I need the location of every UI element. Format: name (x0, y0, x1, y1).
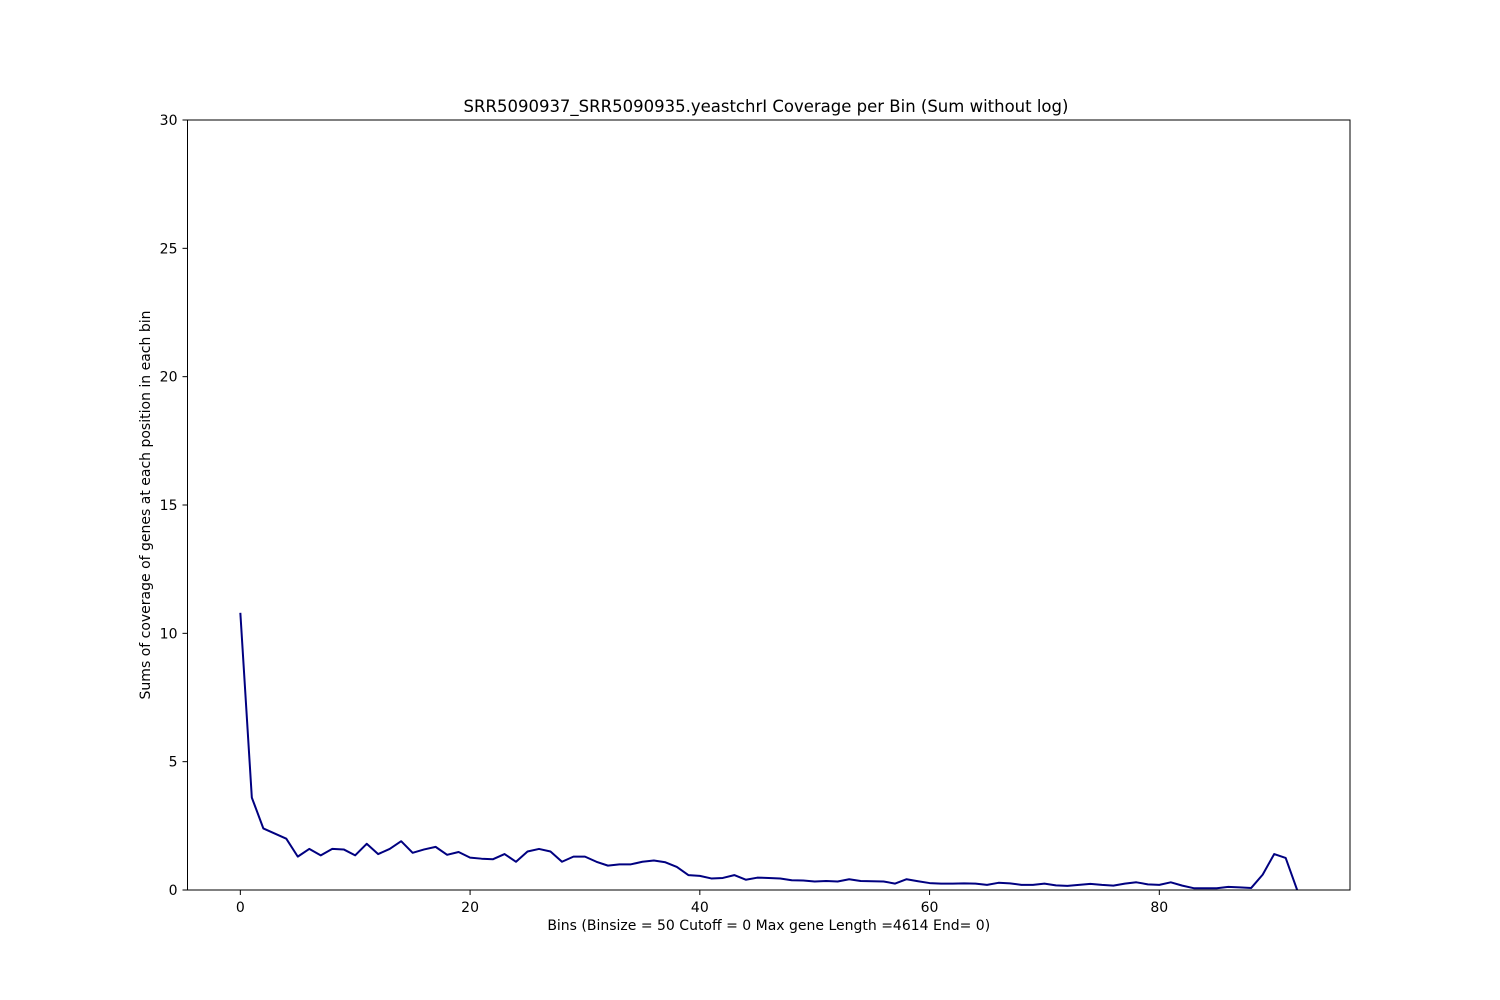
x-tick-label: 20 (461, 900, 479, 916)
y-tick-label: 20 (160, 370, 178, 386)
y-tick-label: 15 (160, 498, 178, 514)
y-tick-label: 5 (169, 755, 178, 771)
plot-frame (187, 119, 1351, 891)
x-tick-label: 60 (921, 900, 939, 916)
chart-title: SRR5090937_SRR5090935.yeastchrI Coverage… (464, 97, 1069, 117)
x-tick-label: 80 (1150, 900, 1168, 916)
plot-background (187, 120, 1350, 890)
y-axis-ticks: 0 5 10 15 20 25 30 (160, 113, 188, 899)
x-axis-ticks: 0 20 40 60 80 (236, 890, 1168, 916)
y-tick-label: 10 (160, 626, 178, 642)
x-tick-label: 40 (691, 900, 709, 916)
series-group (239, 612, 1299, 891)
x-axis-label: Bins (Binsize = 50 Cutoff = 0 Max gene L… (547, 918, 990, 934)
coverage-series-line (239, 612, 1299, 891)
y-tick-label: 30 (160, 113, 178, 129)
y-tick-label: 25 (160, 241, 178, 257)
y-axis-label: Sums of coverage of genes at each positi… (138, 311, 154, 700)
y-tick-label: 0 (169, 883, 178, 899)
x-tick-label: 0 (236, 900, 245, 916)
